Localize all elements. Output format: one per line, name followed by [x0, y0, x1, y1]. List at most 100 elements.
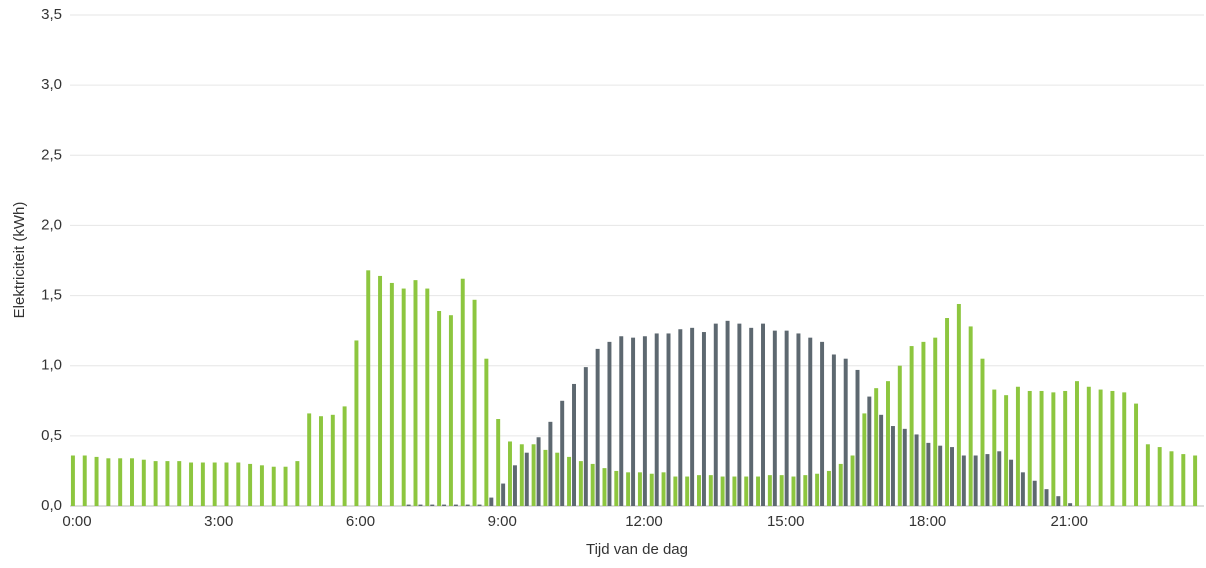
x-tick-label: 21:00: [1050, 513, 1088, 530]
bar: [130, 458, 134, 506]
bar: [701, 332, 706, 506]
y-tick-label: 2,5: [41, 146, 62, 163]
y-tick-label: 1,0: [41, 357, 62, 374]
bar: [1110, 390, 1115, 506]
bar: [118, 458, 123, 506]
bar: [1169, 451, 1174, 506]
bar: [784, 330, 789, 506]
bar: [484, 358, 489, 506]
y-tick-label: 1,5: [41, 287, 62, 304]
bar: [980, 358, 985, 506]
bar: [673, 476, 678, 506]
bar: [985, 454, 990, 506]
y-axis-label: Elektriciteit (kWh): [11, 202, 28, 319]
bar: [713, 323, 718, 506]
bar: [354, 340, 359, 506]
bar: [212, 462, 217, 506]
bar: [921, 341, 926, 506]
bar: [1015, 386, 1020, 506]
bar: [236, 462, 241, 506]
bar: [560, 400, 565, 506]
bar: [820, 341, 825, 506]
bar: [968, 326, 973, 506]
bar: [1004, 395, 1009, 506]
bar: [631, 337, 636, 506]
bar: [914, 434, 919, 506]
bar: [956, 303, 961, 506]
x-tick-label: 12:00: [625, 513, 663, 530]
bar: [595, 348, 600, 506]
bar: [997, 451, 1002, 506]
bar: [342, 406, 347, 506]
bar: [283, 466, 288, 506]
bar: [271, 466, 276, 506]
bar: [961, 455, 966, 506]
bar: [413, 280, 418, 506]
bar: [496, 419, 501, 506]
bar: [654, 333, 659, 506]
bar: [378, 275, 383, 506]
bar: [720, 476, 725, 506]
bar: [460, 278, 465, 506]
bar: [926, 442, 931, 506]
bar: [897, 365, 902, 506]
bar: [1063, 390, 1068, 506]
bar: [512, 465, 517, 506]
x-axis-label: Tijd van de dag: [586, 541, 688, 558]
bar: [725, 320, 730, 506]
bar: [779, 475, 784, 506]
bar: [259, 465, 264, 506]
bar: [749, 327, 754, 506]
bar: [477, 504, 482, 506]
bar: [472, 299, 477, 506]
bar: [796, 333, 801, 506]
bar: [831, 354, 836, 506]
bar: [248, 463, 253, 506]
bar: [141, 459, 146, 506]
bar: [295, 461, 300, 506]
bar: [772, 330, 777, 506]
bar: [1181, 454, 1186, 506]
bar: [619, 336, 624, 506]
bar: [307, 413, 312, 506]
bar: [767, 475, 772, 506]
bar: [973, 455, 978, 506]
bar: [950, 447, 954, 506]
bar: [548, 421, 553, 506]
bar: [815, 473, 820, 506]
bar: [82, 455, 87, 506]
bar: [879, 414, 884, 506]
bar: [578, 461, 583, 506]
bar: [1009, 459, 1014, 506]
bar: [177, 461, 182, 506]
bar: [1098, 389, 1103, 506]
y-tick-label: 0,5: [41, 427, 62, 444]
bar: [106, 458, 111, 506]
bar: [761, 323, 765, 506]
bar: [803, 475, 808, 506]
bar: [524, 452, 529, 506]
bar: [614, 470, 619, 506]
bar: [189, 462, 194, 506]
bar: [649, 473, 654, 506]
bar: [808, 337, 813, 506]
bar: [583, 367, 588, 506]
bar: [843, 358, 848, 506]
bar: [902, 428, 907, 506]
bar: [838, 463, 843, 506]
bar: [543, 449, 548, 506]
bar: [418, 504, 423, 506]
bar: [165, 461, 170, 506]
bar: [555, 452, 560, 506]
bar: [855, 369, 860, 506]
bar: [708, 475, 713, 506]
y-tick-label: 3,0: [41, 76, 62, 93]
bar: [437, 311, 442, 506]
x-tick-label: 0:00: [62, 513, 91, 530]
bar: [992, 389, 997, 506]
bar: [737, 323, 742, 506]
bar: [890, 426, 895, 506]
bar: [744, 476, 749, 506]
bar: [685, 476, 690, 506]
